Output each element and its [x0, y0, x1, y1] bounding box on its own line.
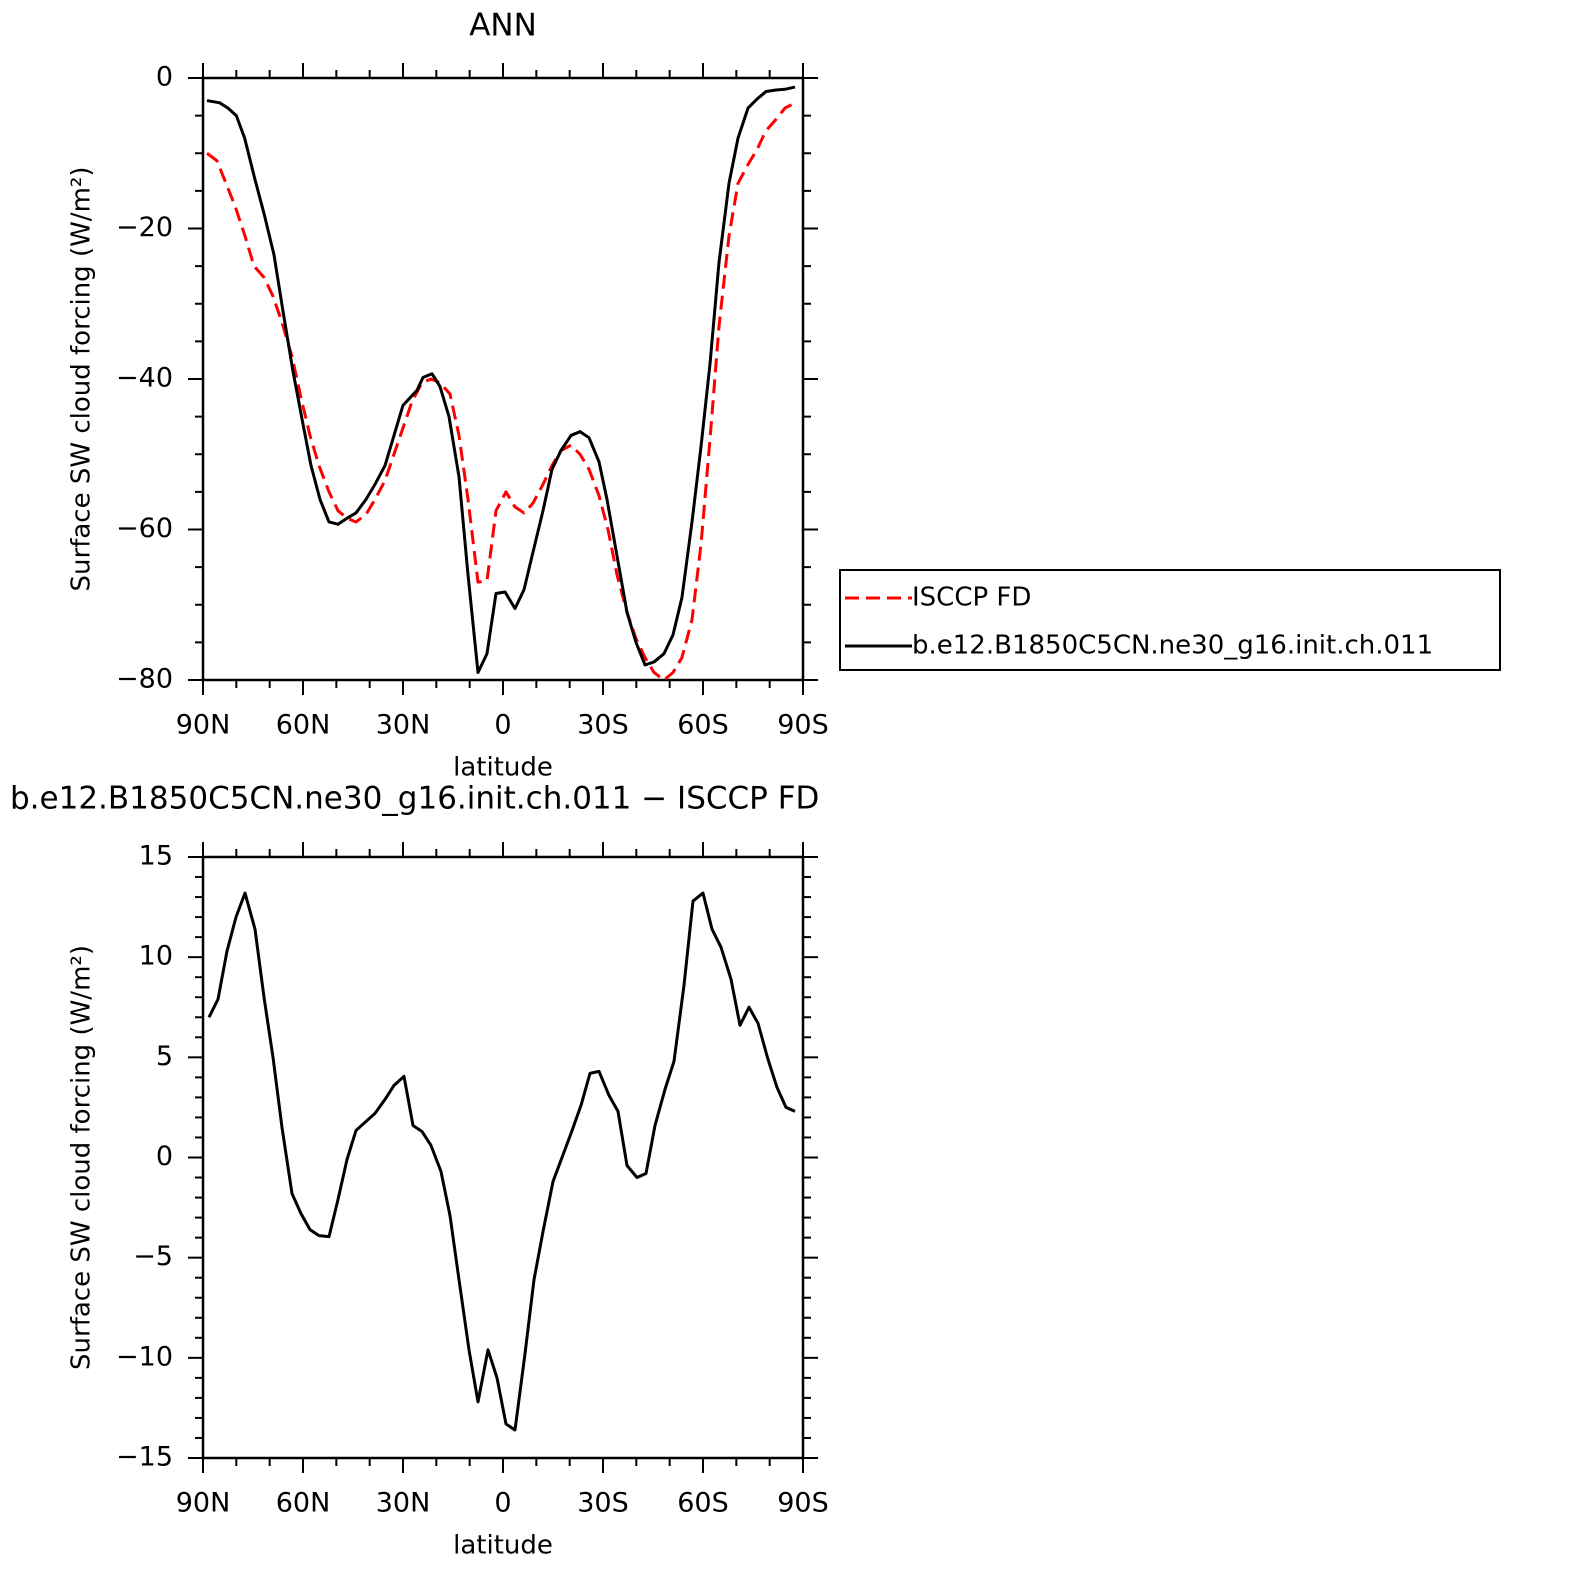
x-tick-label: 60N [276, 710, 331, 741]
x-tick-label: 60S [677, 1488, 729, 1519]
y-tick-label: 0 [156, 1141, 173, 1172]
x-tick-label: 30N [376, 710, 431, 741]
legend-label: b.e12.B1850C5CN.ne30_g16.init.ch.011 [912, 631, 1433, 661]
legend-label: ISCCP FD [912, 583, 1031, 613]
x-tick-label: 60S [677, 710, 729, 741]
y-tick-label: −60 [116, 513, 173, 544]
y-axis-label: Surface SW cloud forcing (W/m²) [67, 167, 97, 592]
y-tick-label: −80 [116, 664, 173, 695]
y-axis-label: Surface SW cloud forcing (W/m²) [67, 945, 97, 1370]
x-tick-label: 30N [376, 1488, 431, 1519]
y-tick-label: −10 [116, 1341, 173, 1372]
plot-frame [201, 76, 805, 682]
y-tick-label: 15 [139, 841, 173, 872]
x-tick-label: 90N [176, 1488, 231, 1519]
x-tick-label: 90S [777, 710, 829, 741]
x-tick-label: 30S [577, 710, 629, 741]
plot-frame [201, 855, 805, 1460]
x-axis-label: latitude [453, 753, 553, 783]
y-tick-label: −5 [133, 1241, 173, 1272]
chart-title: b.e12.B1850C5CN.ne30_g16.init.ch.011 − I… [10, 781, 819, 817]
y-tick-label: −40 [116, 363, 173, 394]
y-tick-label: −20 [116, 212, 173, 243]
x-tick-label: 30S [577, 1488, 629, 1519]
x-tick-label: 90N [176, 710, 231, 741]
y-tick-label: 10 [139, 941, 173, 972]
x-tick-label: 90S [777, 1488, 829, 1519]
x-tick-label: 60N [276, 1488, 331, 1519]
data-line [206, 101, 796, 682]
y-tick-label: 0 [156, 62, 173, 93]
legend-box [839, 569, 1501, 671]
x-axis-label: latitude [453, 1531, 553, 1561]
chart-title: ANN [469, 8, 537, 44]
y-tick-label: 5 [156, 1041, 173, 1072]
data-line [207, 891, 796, 1432]
y-tick-label: −15 [116, 1442, 173, 1473]
x-tick-label: 0 [494, 710, 511, 741]
x-tick-label: 0 [494, 1488, 511, 1519]
data-line [206, 85, 796, 674]
